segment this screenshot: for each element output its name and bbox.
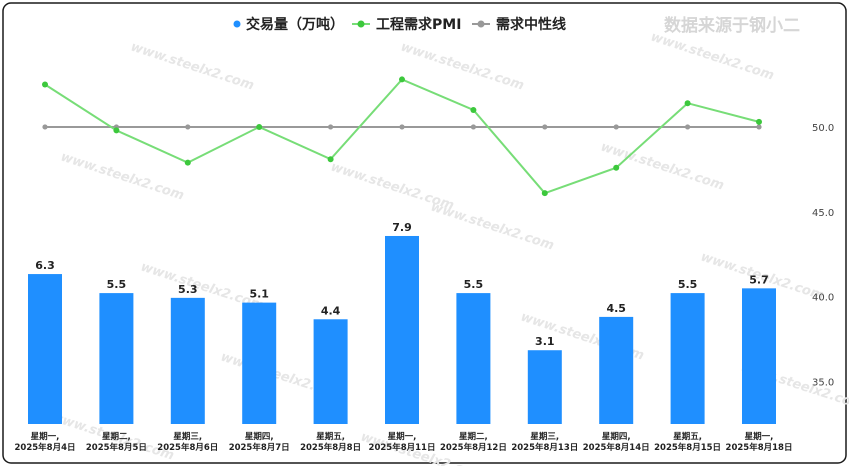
x-tick-label-day: 星期一, <box>388 431 417 442</box>
volume-bar-label: 6.3 <box>35 259 55 272</box>
pmi-point <box>470 106 477 113</box>
volume-bar-label: 5.7 <box>749 273 769 286</box>
pmi-point <box>327 156 334 163</box>
x-tick-label-date: 2025年8月15日 <box>654 442 721 453</box>
neutral-point <box>42 124 48 130</box>
pmi-point <box>541 190 548 197</box>
y-tick-label: 35.0 <box>812 378 834 389</box>
x-tick-label-day: 星期四, <box>602 431 631 442</box>
legend-label-volume: 交易量（万吨） <box>246 16 344 33</box>
x-tick-label-day: 星期三, <box>173 431 202 442</box>
neutral-point <box>756 124 762 130</box>
x-tick-label-date: 2025年8月5日 <box>86 442 147 453</box>
legend[interactable]: 交易量（万吨） 工程需求PMI 需求中性线 <box>233 16 567 33</box>
x-tick-label-date: 2025年8月11日 <box>369 442 436 453</box>
legend-label-pmi: 工程需求PMI <box>376 16 461 33</box>
neutral-point <box>399 124 405 130</box>
x-tick-label-day: 星期四, <box>245 431 274 442</box>
volume-bar-label: 5.5 <box>464 278 484 291</box>
y-axis-right: 50.0 45.0 40.0 35.0 <box>812 123 834 389</box>
legend-marker-pmi <box>357 20 365 28</box>
pmi-point <box>756 118 762 125</box>
x-axis: 星期一,2025年8月4日星期二,2025年8月5日星期三,2025年8月6日星… <box>15 431 793 453</box>
legend-marker-volume <box>233 20 241 28</box>
pmi-point <box>184 159 191 166</box>
x-tick-label-date: 2025年8月12日 <box>440 442 507 453</box>
volume-bar-label: 4.4 <box>321 304 341 317</box>
legend-marker-neutral <box>477 20 485 28</box>
volume-bar <box>742 288 776 424</box>
volume-bar-label: 5.1 <box>249 288 269 301</box>
x-tick-label-date: 2025年8月18日 <box>726 442 793 453</box>
neutral-point <box>185 124 191 130</box>
volume-bar <box>599 316 634 424</box>
neutral-point <box>328 124 334 130</box>
neutral-point <box>470 124 476 130</box>
bar-series: 6.3 5.5 5.3 5.1 4.4 7.9 5.5 3.1 4.5 5.5 5.7 <box>28 221 776 424</box>
pmi-point <box>113 127 120 134</box>
legend-label-neutral: 需求中性线 <box>496 16 566 33</box>
x-tick-label-date: 2025年8月4日 <box>15 442 76 453</box>
volume-bar-label: 5.5 <box>107 278 127 291</box>
pmi-point <box>256 123 263 130</box>
volume-bar <box>242 302 277 424</box>
x-tick-label-day: 星期五, <box>316 431 345 442</box>
neutral-point <box>613 124 619 130</box>
x-tick-label-day: 星期一, <box>31 431 60 442</box>
x-tick-label-date: 2025年8月6日 <box>157 442 218 453</box>
neutral-point <box>542 124 548 130</box>
volume-bar <box>385 235 419 424</box>
pmi-point <box>399 76 405 83</box>
x-tick-label-day: 星期一, <box>745 431 774 442</box>
x-tick-label-date: 2025年8月13日 <box>511 442 578 453</box>
x-tick-label-day: 星期五, <box>673 431 702 442</box>
brand-text: 数据来源于钢小二 <box>664 15 800 36</box>
neutral-point <box>685 124 691 130</box>
y-tick-label: 45.0 <box>812 208 834 219</box>
x-tick-label-date: 2025年8月7日 <box>229 442 290 453</box>
x-tick-label-date: 2025年8月14日 <box>583 442 650 453</box>
pmi-point <box>613 164 620 171</box>
volume-bar-label: 5.5 <box>678 278 698 291</box>
pmi-line-series <box>42 76 762 197</box>
volume-bar-label: 7.9 <box>392 221 412 234</box>
volume-bar <box>313 319 348 424</box>
pmi-point <box>42 81 48 88</box>
y-tick-label: 50.0 <box>812 123 834 134</box>
volume-bar-label: 4.5 <box>606 302 626 315</box>
volume-bar <box>170 297 205 424</box>
y-tick-label: 40.0 <box>812 293 834 304</box>
x-tick-label-day: 星期三, <box>530 431 559 442</box>
x-tick-label-day: 星期二, <box>102 431 131 442</box>
volume-bar-label: 5.3 <box>178 283 198 296</box>
volume-bar <box>670 293 705 424</box>
volume-bar <box>456 293 491 424</box>
x-tick-label-day: 星期二, <box>459 431 488 442</box>
volume-bar <box>99 293 134 424</box>
volume-bar <box>28 274 62 424</box>
x-tick-label-date: 2025年8月8日 <box>300 442 361 453</box>
volume-bar <box>527 350 562 424</box>
volume-bar-label: 3.1 <box>535 335 555 348</box>
pmi-point <box>684 100 691 107</box>
